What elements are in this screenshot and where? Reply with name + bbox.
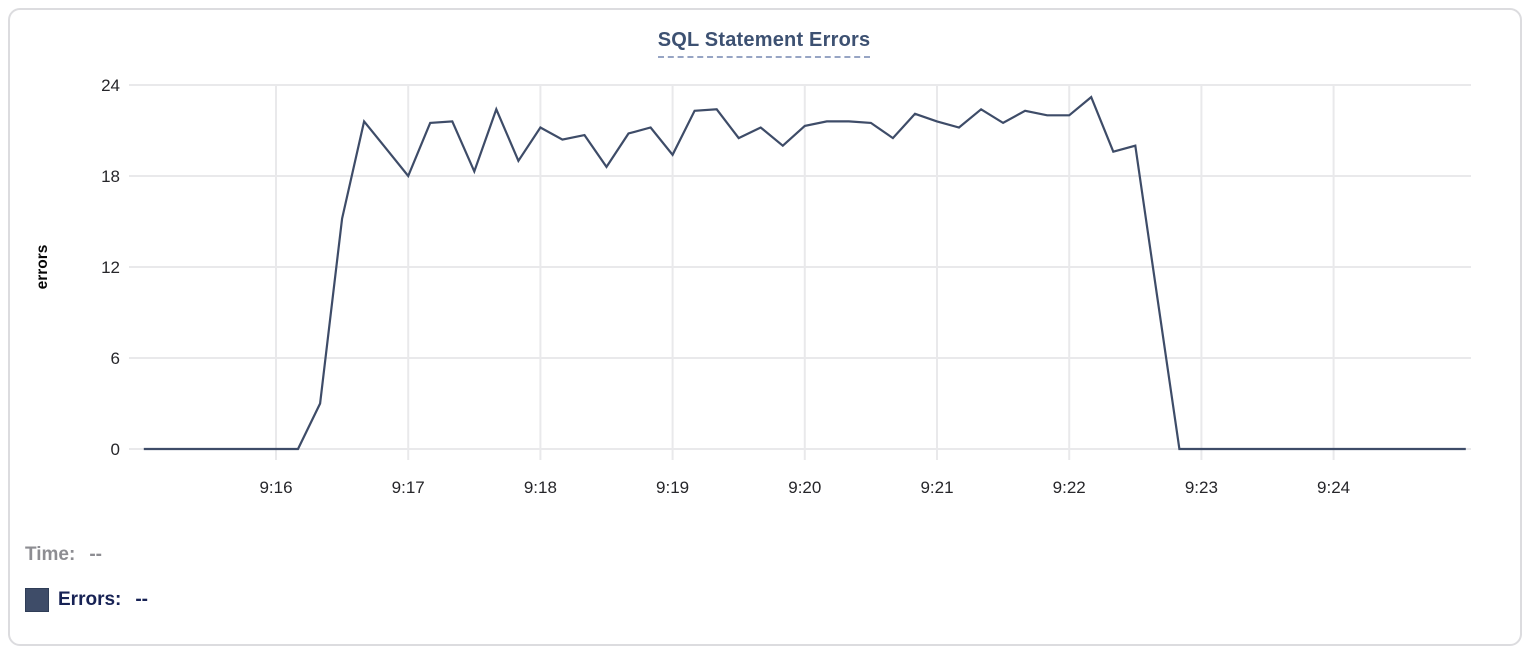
y-tick-label: 24 <box>101 76 120 95</box>
x-tick-label: 9:24 <box>1317 478 1350 497</box>
time-readout-label: Time: <box>25 544 76 565</box>
y-axis-title: errors <box>34 245 51 290</box>
y-tick-label: 12 <box>101 258 120 277</box>
x-tick-label: 9:16 <box>259 478 292 497</box>
x-tick-label: 9:22 <box>1053 478 1086 497</box>
x-tick-label: 9:21 <box>920 478 953 497</box>
y-tick-label: 18 <box>101 167 120 186</box>
x-tick-label: 9:17 <box>392 478 425 497</box>
time-readout-value: -- <box>89 544 102 565</box>
time-readout-row: Time: -- <box>25 544 102 566</box>
errors-readout-row: Errors: -- <box>25 588 148 612</box>
errors-readout-value: -- <box>135 589 149 610</box>
x-tick-label: 9:19 <box>656 478 689 497</box>
chart-title[interactable]: SQL Statement Errors <box>657 29 871 58</box>
y-tick-label: 0 <box>111 440 120 459</box>
x-tick-label: 9:18 <box>524 478 557 497</box>
errors-readout-label: Errors: <box>58 589 122 610</box>
errors-legend-swatch-icon <box>25 588 49 612</box>
x-tick-label: 9:23 <box>1185 478 1218 497</box>
y-tick-label: 6 <box>111 349 120 368</box>
errors-line-series[interactable] <box>143 95 1466 451</box>
chart-card <box>8 8 1522 646</box>
chart-header: SQL Statement Errors <box>0 29 1528 58</box>
x-tick-label: 9:20 <box>788 478 821 497</box>
